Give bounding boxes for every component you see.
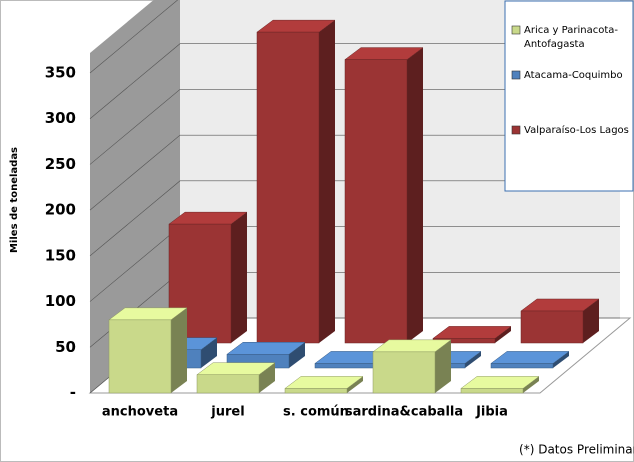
y-tick-label: 200 [45, 201, 76, 219]
bar-side [495, 326, 511, 343]
legend-box [504, 0, 634, 192]
legend-swatch [511, 25, 521, 35]
bar-side [583, 299, 599, 343]
bar [372, 339, 452, 394]
bar-side [465, 351, 481, 368]
bar [460, 376, 540, 394]
bar [284, 376, 364, 394]
grid-line [89, 134, 620, 211]
bar-side [435, 339, 451, 393]
bar-front [520, 310, 584, 344]
x-tick-label: jurel [210, 405, 244, 420]
y-axis-title: Miles de toneladas [9, 147, 20, 253]
x-tick-label: Jibia [475, 405, 508, 420]
y-tick-label: 100 [45, 292, 76, 310]
bar [108, 307, 188, 394]
bar-front [344, 59, 408, 344]
bar [432, 326, 512, 344]
bar-side [407, 47, 423, 343]
bar-side [289, 342, 305, 368]
x-tick-label: s. común [283, 405, 349, 420]
bar-front [314, 363, 378, 369]
bar-front [460, 388, 524, 394]
legend-label: Valparaíso-Los Lagos [524, 124, 629, 136]
bar-side [319, 20, 335, 344]
bar [344, 47, 424, 344]
bar-front [372, 351, 436, 394]
bar-side [347, 376, 363, 393]
y-tick-label: 50 [55, 338, 76, 356]
bar-side [553, 351, 569, 368]
legend-label: Arica y Parinacota-Antofagasta [524, 25, 618, 50]
bar-side [523, 376, 539, 393]
bar-front [490, 363, 554, 369]
bar-front [256, 31, 320, 344]
bar-front [108, 319, 172, 394]
y-tick-label: 300 [45, 109, 76, 127]
x-tick-label: sardina&caballa [345, 405, 463, 420]
footnote: (*) Datos Preliminares [519, 443, 634, 457]
bar-side [231, 212, 247, 343]
bar [196, 362, 276, 394]
y-tick-label: 350 [45, 64, 76, 82]
legend-swatch [511, 70, 521, 80]
side-wall [90, 0, 180, 393]
x-tick-label: anchoveta [102, 405, 178, 420]
bar [490, 351, 570, 369]
y-tick-label: 250 [45, 155, 76, 173]
bar-front [284, 388, 348, 394]
bar-front [196, 374, 260, 394]
y-tick-label: 150 [45, 246, 76, 264]
grid-line [89, 43, 620, 119]
grid-line [89, 89, 620, 165]
bar [256, 19, 336, 344]
y-tick-label: - [70, 384, 76, 402]
bar [520, 298, 600, 344]
grid-line [89, 180, 620, 257]
bar-side [259, 362, 275, 393]
bar-side [171, 307, 187, 393]
grid-line [89, 0, 179, 74]
legend-swatch [511, 125, 521, 135]
legend-label: Atacama-Coquimbo [524, 70, 623, 81]
bar-side [201, 337, 217, 368]
